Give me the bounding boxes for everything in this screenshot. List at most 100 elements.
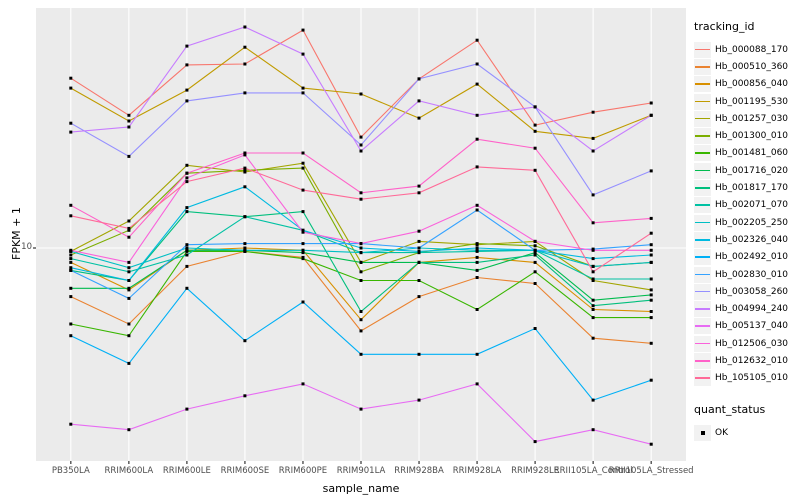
legend: tracking_id Hb_000088_170 Hb_000510_360 Hb… (694, 20, 800, 441)
data-point (127, 266, 131, 270)
data-point (185, 407, 189, 411)
data-point (243, 153, 247, 157)
legend-key-line (695, 100, 710, 103)
data-point (533, 253, 537, 257)
legend-key-swatch (694, 58, 711, 75)
data-point (301, 151, 305, 155)
legend-item-label: Hb_002830_010 (715, 269, 789, 280)
data-point (417, 279, 421, 282)
data-point (359, 197, 363, 201)
data-point (591, 336, 595, 340)
data-point (127, 286, 131, 290)
legend-key-swatch (694, 110, 711, 127)
data-point (185, 243, 189, 247)
data-point (475, 382, 479, 386)
data-point (591, 149, 595, 153)
data-point (69, 268, 73, 272)
x-tick-label: RRIM600PE (278, 466, 328, 476)
data-point (69, 295, 73, 299)
legend-key-swatch (694, 301, 711, 318)
legend-key-swatch (694, 76, 711, 93)
data-point (475, 113, 479, 117)
data-point (533, 327, 537, 330)
data-point (301, 242, 305, 246)
data-point (69, 86, 73, 90)
legend-key-line (695, 342, 710, 345)
data-point (475, 268, 479, 272)
legend-key-swatch (694, 214, 711, 231)
data-point (185, 248, 189, 252)
data-point (475, 242, 479, 246)
data-point (69, 253, 73, 257)
legend-key-swatch (694, 93, 711, 110)
legend-key-swatch (694, 370, 711, 387)
data-point (127, 260, 131, 264)
data-point (475, 208, 479, 212)
data-point (475, 276, 479, 279)
data-point (359, 352, 363, 356)
data-point (649, 310, 653, 313)
legend-key-swatch (694, 41, 711, 58)
data-point (533, 270, 537, 274)
legend-item: Hb_001817_170 (694, 179, 800, 197)
data-point (359, 270, 363, 274)
data-point (69, 334, 73, 338)
legend-key-swatch (694, 128, 711, 145)
data-point (359, 329, 363, 333)
legend-title-quant-status: quant_status (694, 402, 766, 416)
data-point (301, 28, 305, 32)
x-tick-label: RRIM600SE (220, 466, 270, 476)
data-point (475, 255, 479, 259)
data-point (127, 226, 131, 230)
data-point (533, 248, 537, 252)
data-point (533, 168, 537, 172)
data-point (127, 279, 131, 282)
legend-key-line (695, 377, 710, 379)
data-point (301, 161, 305, 165)
legend-key-line (695, 359, 710, 362)
data-point (69, 121, 73, 125)
x-tick-label: RRII105LA_Stressed (608, 466, 694, 476)
data-point (127, 288, 131, 292)
data-point (185, 286, 189, 290)
data-point (475, 165, 479, 169)
data-point (649, 253, 653, 257)
data-point (417, 246, 421, 250)
data-point (533, 282, 537, 285)
legend-item-label: Hb_002205_250 (715, 217, 789, 228)
legend-item-label: Hb_000088_170 (715, 44, 789, 55)
data-point (69, 322, 73, 326)
data-point (243, 242, 247, 246)
data-point (359, 279, 363, 282)
data-point (301, 382, 305, 386)
data-point (649, 293, 653, 297)
data-point (243, 170, 247, 174)
legend-item: Hb_000856_040 (694, 76, 800, 93)
legend-item: Hb_000088_170 (694, 41, 800, 58)
data-point (69, 422, 73, 426)
legend-key-swatch (694, 283, 711, 300)
data-point (591, 193, 595, 197)
data-point (359, 92, 363, 96)
data-point (127, 322, 131, 326)
legend-key-swatch (694, 231, 711, 248)
data-point (243, 91, 247, 95)
legend-quant-section: quant_status OK (694, 403, 800, 441)
legend-item-label: Hb_002071_070 (715, 200, 789, 211)
legend-item-label: Hb_000510_360 (715, 61, 789, 72)
data-point (185, 163, 189, 167)
legend-item-label: OK (715, 427, 728, 438)
data-point (417, 352, 421, 356)
data-point (475, 203, 479, 207)
data-point (591, 428, 595, 432)
legend-item-label: Hb_012506_030 (715, 338, 789, 349)
data-point (591, 264, 595, 268)
legend-item: Hb_001257_030 (694, 110, 800, 127)
data-point (475, 260, 479, 264)
legend-item: Hb_004994_240 (694, 300, 800, 318)
data-point (243, 246, 247, 250)
data-point (185, 253, 189, 257)
data-point (533, 239, 537, 243)
data-point (301, 228, 305, 232)
x-tick-label: RRIM928LE (511, 466, 560, 476)
